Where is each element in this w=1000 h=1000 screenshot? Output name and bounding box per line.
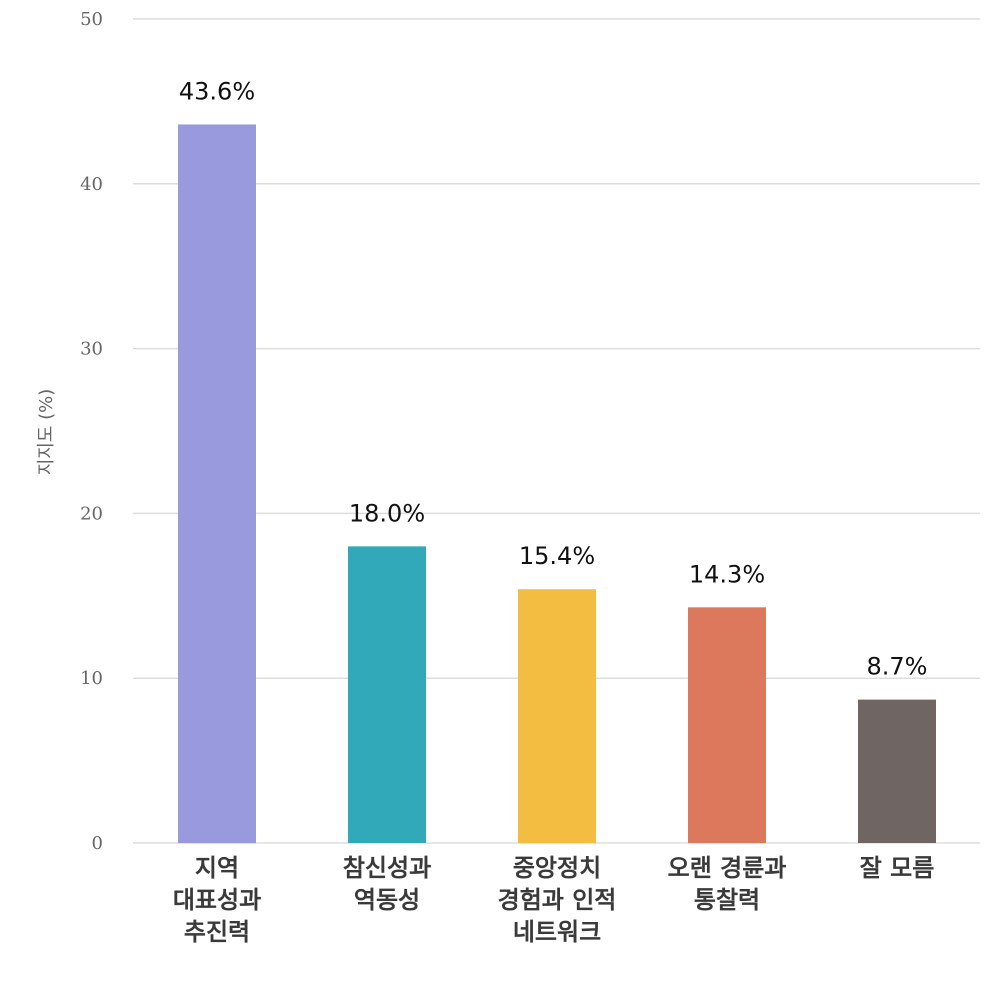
data-labels: 43.6% 18.0% 15.4% 14.3% 8.7% [179, 77, 928, 680]
x-tick-label-line: 중앙정치 [513, 854, 601, 882]
bar [858, 699, 936, 843]
y-tick-label: 10 [80, 668, 103, 689]
data-label: 18.0% [349, 499, 425, 527]
x-tick-label-line: 통찰력 [694, 886, 760, 914]
bar [518, 589, 596, 843]
x-tick-label-line: 잘 모름 [860, 854, 935, 882]
x-tick-label-line: 오랜 경륜과 [668, 854, 787, 882]
x-tick-label-line: 역동성 [354, 886, 420, 914]
y-tick-label: 20 [80, 503, 103, 524]
y-axis-ticks: 0 10 20 30 40 50 [80, 9, 103, 854]
x-tick-label-line: 경험과 인적 [498, 886, 617, 914]
data-label: 14.3% [689, 560, 765, 588]
data-label: 8.7% [867, 653, 928, 681]
gridlines [133, 18, 980, 844]
x-tick-label-line: 대표성과 [173, 886, 261, 914]
y-tick-label: 40 [80, 174, 103, 195]
x-tick-label: 잘 모름 [860, 854, 935, 882]
bars [178, 124, 936, 844]
y-tick-label: 0 [92, 833, 103, 854]
data-label: 43.6% [179, 77, 255, 105]
bar [688, 607, 766, 843]
bar [348, 546, 426, 843]
x-tick-label-line: 참신성과 [343, 854, 431, 882]
x-tick-label-line: 네트워크 [513, 918, 601, 946]
bar [178, 124, 256, 844]
y-tick-label: 30 [80, 339, 103, 360]
y-axis-title: 지지도 (%) [36, 389, 57, 476]
data-label: 15.4% [519, 542, 595, 570]
y-tick-label: 50 [80, 9, 103, 30]
x-tick-label-line: 추진력 [184, 918, 250, 946]
x-tick-label-line: 지역 [195, 854, 239, 882]
